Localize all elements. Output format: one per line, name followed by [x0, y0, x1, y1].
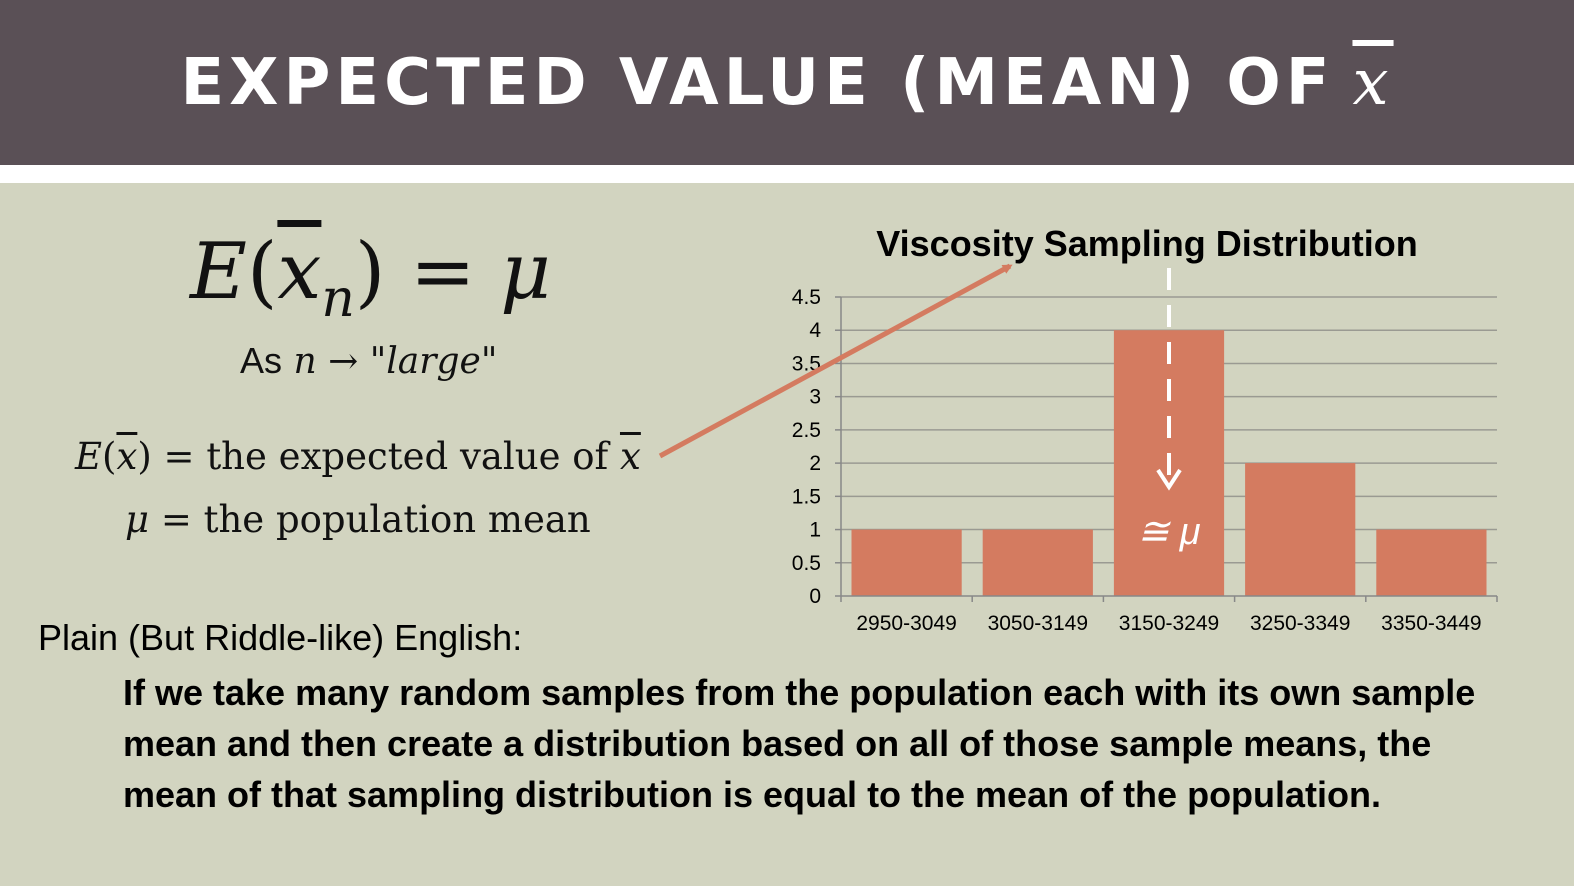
- chart-bars: [851, 330, 1487, 596]
- x-tick-label: 3250-3349: [1250, 612, 1350, 635]
- as-word: As: [240, 340, 283, 381]
- mean-annotation: ≅ μ: [1137, 268, 1201, 553]
- title-divider: [0, 165, 1574, 183]
- title-x-bar-symbol: x: [1352, 45, 1394, 120]
- bar: [1376, 529, 1487, 596]
- plain-english-body: If we take many random samples from the …: [123, 672, 1476, 815]
- y-tick-label: 4: [809, 319, 821, 342]
- def-x-bar: x: [116, 435, 138, 478]
- as-large: "large": [369, 341, 498, 382]
- chart-title: Viscosity Sampling Distribution: [876, 223, 1417, 264]
- definition-population-mean: μ = the population mean: [125, 498, 591, 541]
- formula-mu: μ: [500, 227, 551, 317]
- formula-e: E: [190, 227, 247, 317]
- bar: [851, 529, 962, 596]
- x-tick-label: 3350-3449: [1381, 612, 1481, 635]
- as-n: n: [293, 341, 317, 382]
- def-mu-symbol: μ: [125, 498, 150, 541]
- x-tick-label: 3150-3249: [1119, 612, 1219, 635]
- y-tick-label: 0: [809, 585, 821, 608]
- def-equals-2: =: [160, 498, 192, 541]
- y-tick-label: 3.5: [792, 352, 821, 375]
- x-tick-label: 3050-3149: [988, 612, 1088, 635]
- definition-expected-value: E(x) = the expected value of x: [75, 435, 641, 478]
- formula-x-bar: x: [277, 227, 322, 317]
- y-tick-label: 2: [809, 452, 821, 475]
- slide-title: EXPECTED VALUE (MEAN) OF x: [0, 0, 1574, 165]
- y-tick-label: 4.5: [792, 286, 821, 309]
- y-tick-labels: 0 0.5 1 1.5 2 2.5 3 3.5 4 4.5: [792, 286, 822, 608]
- as-arrow: →: [328, 341, 359, 382]
- y-tick-label: 1.5: [792, 485, 821, 508]
- expected-value-formula: E(xn) = μ: [190, 227, 551, 329]
- slide-title-text: EXPECTED VALUE (MEAN) OF: [180, 45, 1335, 120]
- as-n-large-condition: As n → "large": [240, 340, 497, 382]
- bar: [1245, 463, 1356, 596]
- pointer-arrow: [658, 263, 1013, 459]
- down-arrow-icon: [1156, 468, 1182, 491]
- y-tick-label: 0.5: [792, 552, 821, 575]
- approx-mu-label: ≅ μ: [1137, 511, 1200, 553]
- formula-subscript-n: n: [321, 269, 355, 329]
- def-e: E: [75, 435, 103, 478]
- x-tick-label: 2950-3049: [856, 612, 956, 635]
- x-tick-labels: 2950-3049 3050-3149 3150-3249 3250-3349 3350…: [856, 612, 1481, 635]
- def-mu-text: the population mean: [203, 498, 591, 541]
- y-tick-label: 2.5: [792, 419, 821, 442]
- def-expected-text: the expected value of: [206, 435, 609, 478]
- y-tick-label: 1: [809, 519, 821, 542]
- bar: [982, 529, 1093, 596]
- y-tick-label: 3: [809, 386, 821, 409]
- plain-english-heading: Plain (But Riddle-like) English:: [38, 617, 523, 658]
- def-equals-1: =: [163, 435, 195, 478]
- title-bar: [0, 0, 1574, 165]
- def-x-bar-tail: x: [619, 435, 641, 478]
- chart-axes: [835, 296, 1498, 602]
